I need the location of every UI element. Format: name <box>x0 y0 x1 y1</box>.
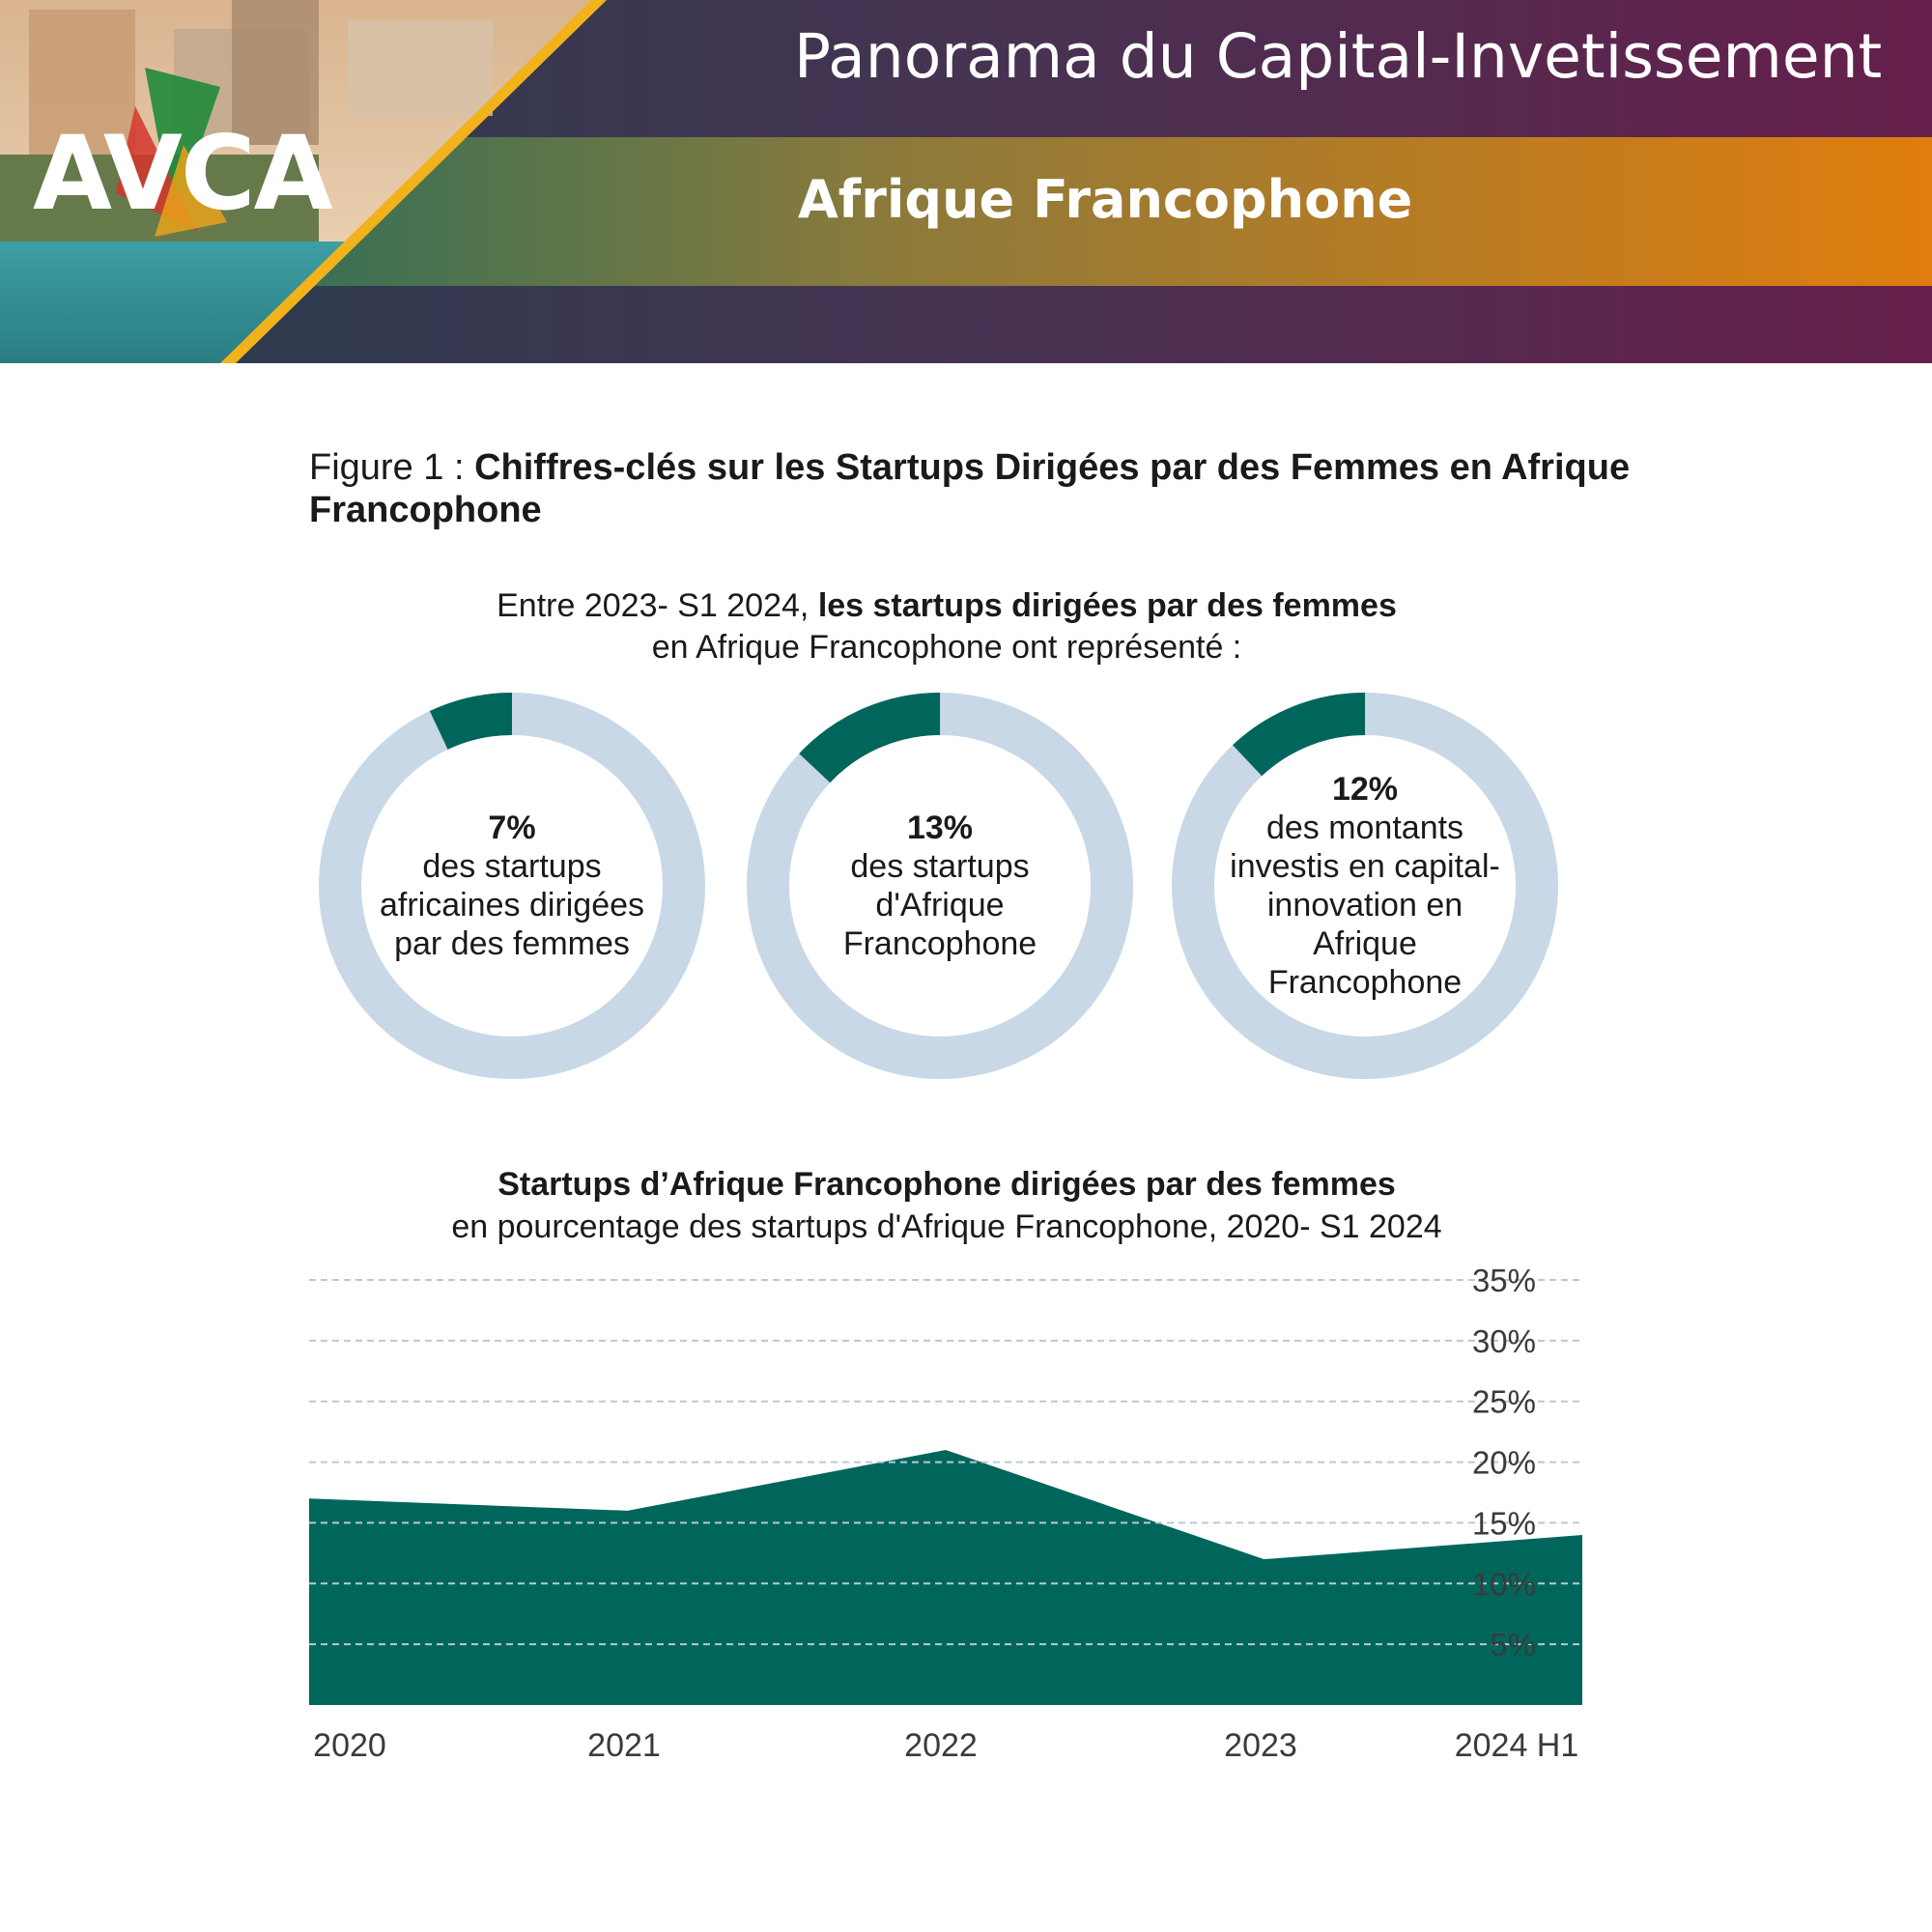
donut-track <box>319 693 705 1079</box>
chart-title: Startups d’Afrique Francophone dirigées … <box>497 1166 1396 1203</box>
x-tick-label: 2020 <box>313 1727 386 1764</box>
intro-part2: les startups dirigées par des femmes <box>817 587 1397 624</box>
donut-label-3: 12% des montants investis en capital-inn… <box>1220 770 1510 1002</box>
donut-value-arc <box>1172 693 1558 1079</box>
donut-chart-2: 13% des startups d'Afrique Francophone <box>742 688 1138 1084</box>
donut-chart-3: 12% des montants investis en capital-inn… <box>1167 688 1563 1084</box>
x-tick-label: 2023 <box>1224 1727 1297 1764</box>
donut-ring-1 <box>319 693 705 1079</box>
donut-label-2: 13% des startups d'Afrique Francophone <box>795 809 1085 963</box>
donut-value-arc <box>747 693 1133 1079</box>
y-tick-label: 20% <box>1472 1445 1536 1481</box>
donut-ring-3 <box>1172 693 1558 1079</box>
area-chart-title: Startups d’Afrique Francophone dirigées … <box>309 1163 1584 1248</box>
y-tick-label: 25% <box>1472 1384 1536 1420</box>
y-tick-label: 10% <box>1472 1566 1536 1602</box>
banner-title: Panorama du Capital-Invetissement <box>794 21 1883 92</box>
donut-description: des montants investis en capital-innovat… <box>1230 810 1500 1001</box>
figure-title-text: Chiffres-clés sur les Startups Dirigées … <box>309 447 1631 530</box>
chart-subtitle: en pourcentage des startups d'Afrique Fr… <box>451 1208 1442 1245</box>
donut-percent: 13% <box>906 810 974 846</box>
y-tick-label: 30% <box>1472 1323 1536 1359</box>
figure-title: Figure 1 : Chiffres-clés sur les Startup… <box>309 446 1642 531</box>
figure-label: Figure 1 : <box>309 447 475 488</box>
donut-percent: 12% <box>1331 771 1399 808</box>
area-chart: 5% 10% 15% 20% 25% 30% 35% 2020 2021 2022 2023 2024… <box>309 1263 1582 1764</box>
x-tick-label: 2024 H1 <box>1455 1727 1579 1764</box>
donut-value-arc <box>319 693 705 1079</box>
banner-subtitle: Afrique Francophone <box>798 169 1413 230</box>
donut-ring-2 <box>747 693 1133 1079</box>
donut-chart-1: 7% des startups africaines dirigées par … <box>314 688 710 1084</box>
avca-logo: AVCA <box>33 114 333 233</box>
donut-percent: 7% <box>488 810 536 846</box>
donut-label-1: 7% des startups africaines dirigées par … <box>367 809 657 963</box>
intro-part1: Entre 2023- S1 2024, <box>497 587 818 624</box>
area-series <box>309 1450 1582 1705</box>
y-tick-label: 35% <box>1472 1263 1536 1298</box>
intro-part3: en Afrique Francophone ont représenté : <box>651 629 1242 666</box>
donut-description: des startups africaines dirigées par des… <box>379 848 645 962</box>
x-tick-label: 2021 <box>587 1727 661 1764</box>
y-tick-label: 15% <box>1472 1505 1536 1541</box>
y-tick-label: 5% <box>1490 1627 1536 1662</box>
donut-description: des startups d'Afrique Francophone <box>842 848 1037 962</box>
banner-graphic <box>0 0 1932 363</box>
x-tick-label: 2022 <box>904 1727 978 1764</box>
donut-intro: Entre 2023- S1 2024, les startups dirigé… <box>309 585 1584 668</box>
header-banner: AVCA Panorama du Capital-Invetissement A… <box>0 0 1932 363</box>
